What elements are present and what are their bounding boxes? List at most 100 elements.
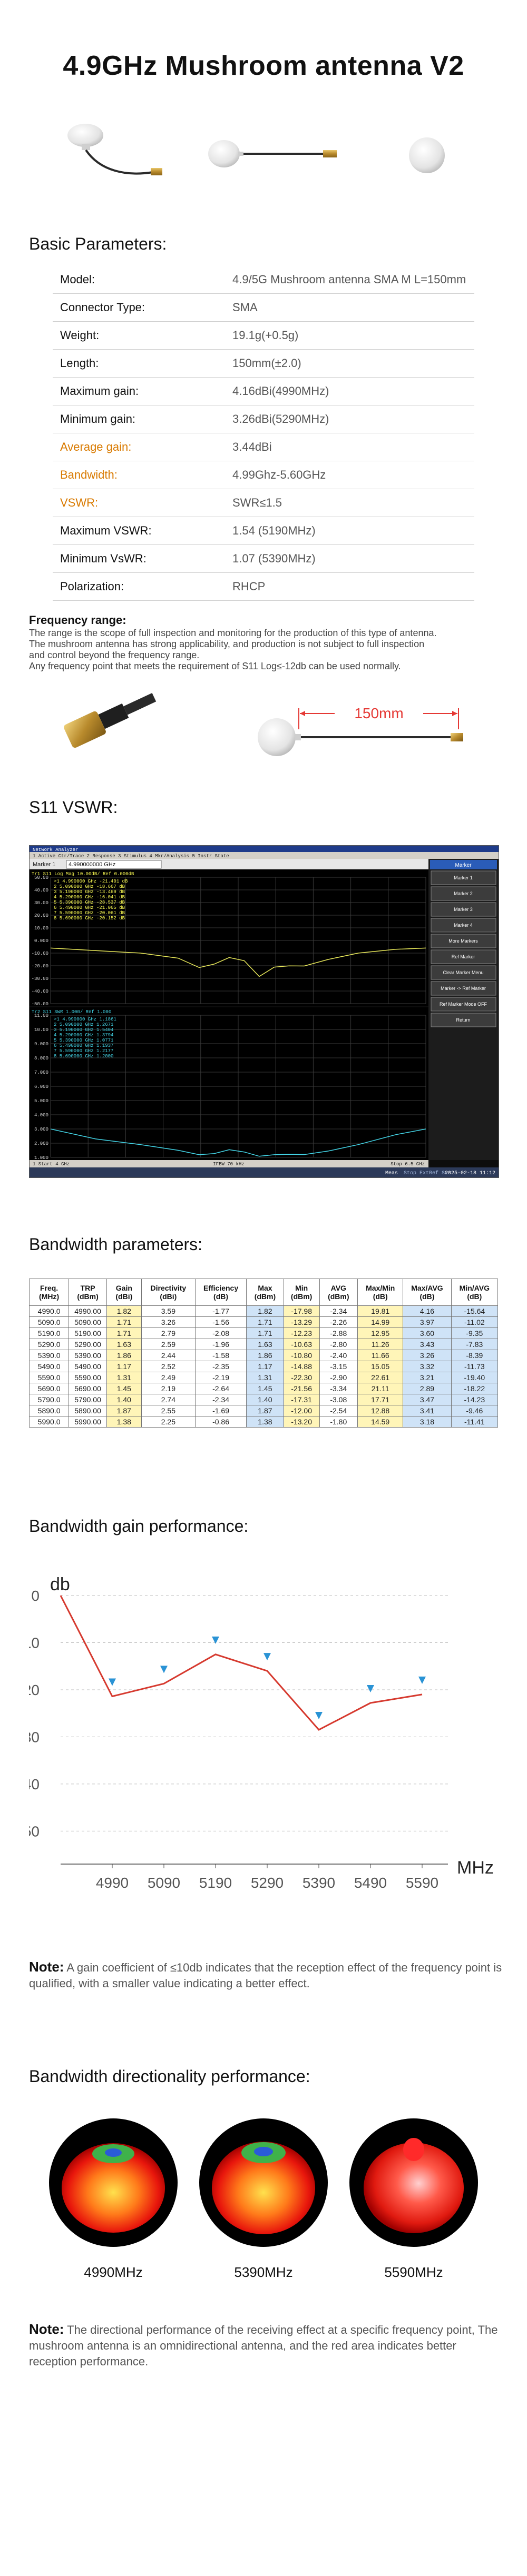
bw-table-cell: 1.87	[106, 1405, 142, 1416]
softkey-button[interactable]: Ref Marker	[431, 949, 496, 964]
gain-chart-xlabel: MHz	[457, 1858, 494, 1878]
param-label: Weight:	[53, 321, 229, 350]
bw-table-cell: -22.30	[283, 1372, 320, 1383]
bw-column-header: Gain (dBi)	[106, 1279, 142, 1306]
gain-point-marker	[367, 1685, 374, 1692]
bw-table-cell: -2.64	[195, 1383, 247, 1394]
bw-table-row: 5390.0 5390.00 1.86 2.44 -1.58 1.86 -10.80 -2.4…	[28, 1350, 499, 1361]
bw-table-cell: -2.34	[195, 1394, 247, 1405]
bw-table-row: 5990.0 5990.00 1.38 2.25 -0.86 1.38 -13.20 -1.8…	[28, 1416, 499, 1428]
bw-column-header: Min/AVG (dB)	[451, 1279, 499, 1306]
gain-y-tick: -40	[29, 1776, 40, 1792]
bw-table-cell: 1.71	[246, 1327, 284, 1339]
bw-table-cell: 1.86	[246, 1350, 284, 1361]
frequency-range-line: Any frequency point that meets the requi…	[29, 661, 401, 671]
bw-column-header: Freq. (MHz)	[28, 1279, 70, 1306]
gain-note: Note: A gain coefficient of ≤10db indica…	[29, 1959, 503, 1992]
bw-table-cell: -2.90	[319, 1372, 358, 1383]
param-row: Maximum VSWR: 1.54 (5190MHz)	[53, 517, 474, 545]
axis-tick-label: 3.000	[34, 1127, 48, 1132]
frequency-range-text: The range is the scope of full inspectio…	[29, 628, 503, 672]
bw-table-cell: 2.49	[141, 1372, 196, 1383]
bw-table-cell: 2.89	[403, 1383, 452, 1394]
softkey-button[interactable]: Marker 1	[431, 870, 496, 885]
vna-softkey-header: Marker	[455, 863, 472, 868]
bw-table-cell: 11.26	[357, 1339, 404, 1350]
bw-table-cell: 2.52	[141, 1361, 196, 1372]
softkey-button[interactable]: Marker 2	[431, 886, 496, 901]
bw-table-cell: 1.82	[246, 1305, 284, 1317]
bw-table-cell: -3.15	[319, 1361, 358, 1372]
bw-table-cell: 1.40	[106, 1394, 142, 1405]
param-row: Connector Type: SMA	[53, 293, 474, 322]
axis-tick-label: -40.00	[32, 989, 48, 994]
bw-table-cell: 3.32	[403, 1361, 452, 1372]
gain-note-label: Note:	[29, 1959, 64, 1975]
frequency-range-line: The range is the scope of full inspectio…	[29, 628, 437, 638]
gain-y-tick: -10	[29, 1634, 40, 1651]
trace-marker-readout: 6 5.490000 GHz 1.1937	[54, 1043, 113, 1048]
bw-column-header: Max/Min (dB)	[357, 1279, 404, 1306]
bw-table-cell: -1.58	[195, 1350, 247, 1361]
bw-column-header: Max (dBm)	[246, 1279, 284, 1306]
gain-line	[60, 1595, 423, 1731]
softkey-label: Marker 2	[454, 891, 473, 896]
param-label: Model:	[53, 266, 229, 294]
bw-table-cell: 1.45	[246, 1383, 284, 1394]
trace-marker-readout: 7 5.590000 GHz -20.061 dB	[54, 910, 125, 916]
softkey-button[interactable]: Marker 3	[431, 902, 496, 917]
antenna-photo-front	[208, 140, 337, 167]
bw-table-cell: -9.35	[451, 1327, 499, 1339]
bw-table-cell: 2.44	[141, 1350, 196, 1361]
trace-marker-readout: >1 4.990000 GHz 1.1861	[54, 1017, 116, 1022]
axis-tick-label: 11.00	[34, 1013, 48, 1018]
bw-table-cell: -14.23	[451, 1394, 499, 1405]
bw-table-cell: -15.64	[451, 1305, 499, 1317]
dir-note-text: The directional performance of the recei…	[29, 2323, 498, 2368]
bw-table-cell: 2.55	[141, 1405, 196, 1416]
bw-table-cell: -1.69	[195, 1405, 247, 1416]
trace-marker-readout: 8 5.690000 GHz -20.152 dB	[54, 916, 125, 921]
bw-table-cell: -18.22	[451, 1383, 499, 1394]
bw-table-row: 5690.0 5690.00 1.45 2.19 -2.64 1.45 -21.56 -3.3…	[28, 1383, 499, 1394]
axis-tick-label: 2.000	[34, 1141, 48, 1146]
trace-marker-readout: 3 5.190000 GHz -13.469 dB	[54, 889, 125, 895]
trace-marker-readout: 4 5.290000 GHz -16.041 dB	[54, 895, 125, 900]
param-row: Model: 4.9/5G Mushroom antenna SMA M L=15…	[53, 266, 474, 294]
pattern-5390	[199, 2118, 328, 2247]
bw-table-cell: 5190.00	[69, 1327, 107, 1339]
bw-table-cell: 3.26	[403, 1350, 452, 1361]
softkey-button[interactable]: Marker 4	[431, 918, 496, 933]
bw-table-cell: -21.56	[283, 1383, 320, 1394]
bw-column-header: Min (dBm)	[283, 1279, 320, 1306]
bw-table-cell: 19.81	[357, 1305, 404, 1317]
bw-table-row: 5290.0 5290.00 1.63 2.59 -1.96 1.63 -10.63 -2.8…	[28, 1339, 499, 1350]
softkey-button[interactable]: Clear Marker Menu	[431, 965, 496, 980]
bw-table-cell: -9.46	[451, 1405, 499, 1416]
bw-table-cell: 12.95	[357, 1327, 404, 1339]
param-row: VSWR: SWR≤1.5	[53, 489, 474, 517]
softkey-button[interactable]: Marker -> Ref Marker	[431, 981, 496, 996]
softkey-label: Clear Marker Menu	[443, 970, 483, 975]
gain-chart-heading: Bandwidth gain performance:	[29, 1517, 249, 1535]
bw-table-cell: -0.86	[195, 1416, 247, 1428]
softkey-button[interactable]: Return	[431, 1013, 496, 1027]
bw-table-cell: 3.18	[403, 1416, 452, 1428]
pattern-4990	[49, 2118, 178, 2247]
param-value: 4.16dBi(4990MHz)	[229, 377, 474, 405]
bw-column-header: AVG (dBm)	[319, 1279, 358, 1306]
bw-table-cell: 1.31	[246, 1372, 284, 1383]
gain-point-marker	[160, 1666, 168, 1673]
radiation-patterns	[49, 2118, 478, 2247]
param-value: 3.26dBi(5290MHz)	[229, 405, 474, 433]
softkey-button[interactable]: More Markers	[431, 934, 496, 948]
softkey-label: Marker 4	[454, 923, 473, 928]
axis-tick-label: 9.000	[34, 1042, 48, 1047]
bw-table-cell: 3.59	[141, 1305, 196, 1317]
softkey-button[interactable]: Ref Marker Mode OFF	[431, 997, 496, 1012]
trace-marker-readout: 3 5.190000 GHz 1.5404	[54, 1027, 113, 1033]
bw-table-cell: 2.74	[141, 1394, 196, 1405]
softkey-label: Marker 1	[454, 875, 473, 880]
trace2-panel: Tr2 S11 SWR 1.000/ Ref 1.000 11.00 10.00 9…	[30, 1007, 428, 1161]
antenna-dimension-photo: 150mm	[64, 692, 463, 756]
